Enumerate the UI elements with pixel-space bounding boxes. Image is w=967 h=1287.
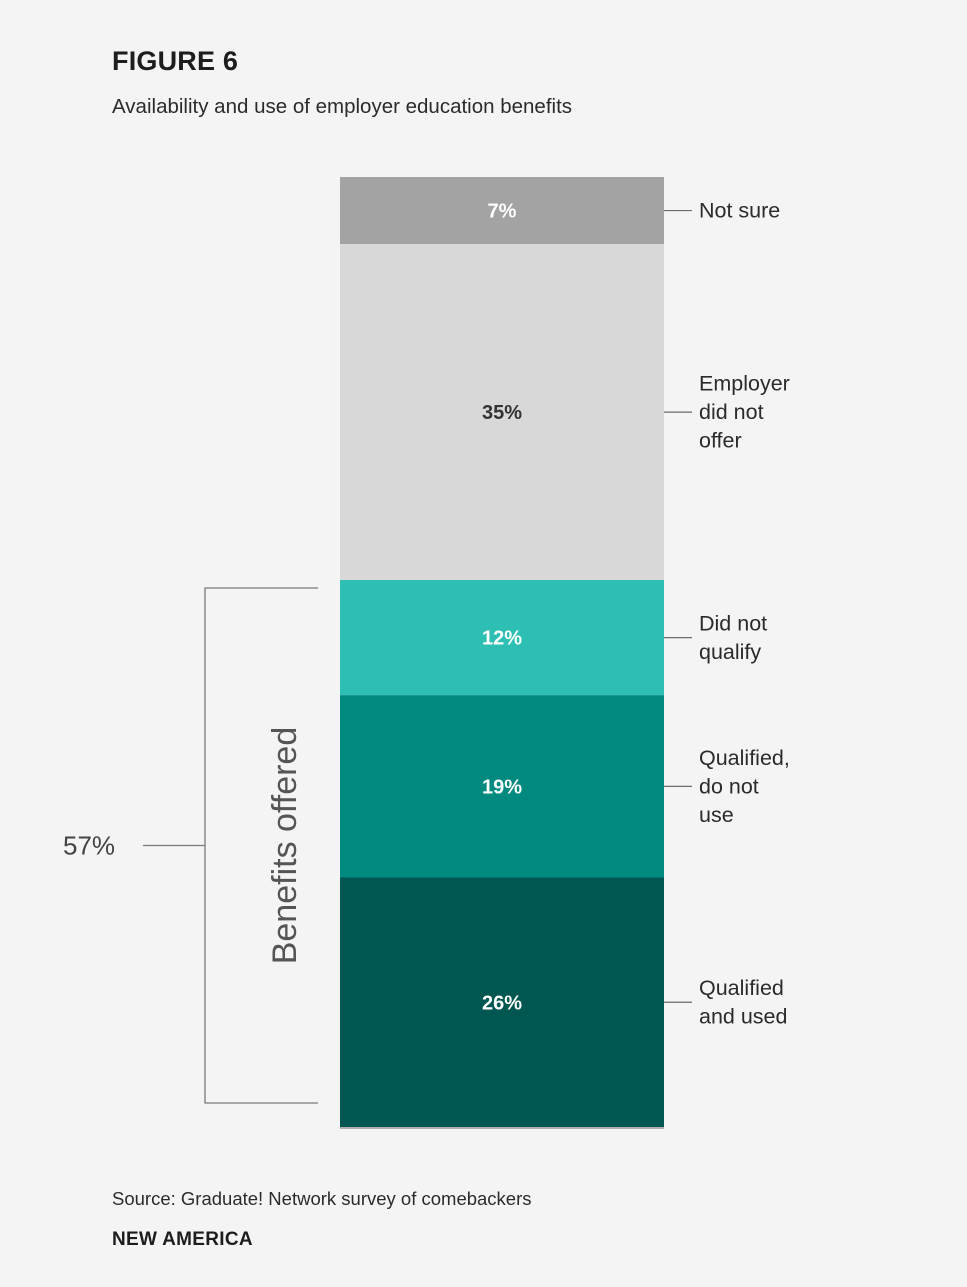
bar-segment-did-not-qualify xyxy=(340,580,664,696)
category-label-not-sure: Not sure xyxy=(699,199,780,223)
bar-segment-employer-did-not-offer xyxy=(340,244,664,581)
category-label-employer-did-not-offer: Employer did not offer xyxy=(699,372,790,453)
bar-segment-not-sure xyxy=(340,177,664,245)
chart-subtitle: Availability and use of employer educati… xyxy=(112,95,573,118)
bracket-group-label: Benefits offered xyxy=(266,727,304,965)
category-label-did-not-qualify: Did not qualify xyxy=(699,611,767,664)
data-label-qualified-do-not-use: 19% xyxy=(482,776,522,798)
bracket-value-label: 57% xyxy=(63,831,115,861)
data-label-not-sure: 7% xyxy=(488,201,517,223)
category-label-qualified-do-not-use: Qualified, do not use xyxy=(699,746,790,827)
brand-label: NEW AMERICA xyxy=(112,1229,253,1250)
figure-label: FIGURE 6 xyxy=(112,46,239,76)
data-label-qualified-and-used: 26% xyxy=(482,992,522,1014)
bar-segment-qualified-do-not-use xyxy=(340,695,664,878)
source-note: Source: Graduate! Network survey of come… xyxy=(112,1188,532,1209)
category-label-qualified-and-used: Qualified and used xyxy=(699,976,787,1028)
bar-segment-qualified-and-used xyxy=(340,877,664,1127)
data-label-employer-did-not-offer: 35% xyxy=(482,402,522,424)
data-label-did-not-qualify: 12% xyxy=(482,628,522,650)
